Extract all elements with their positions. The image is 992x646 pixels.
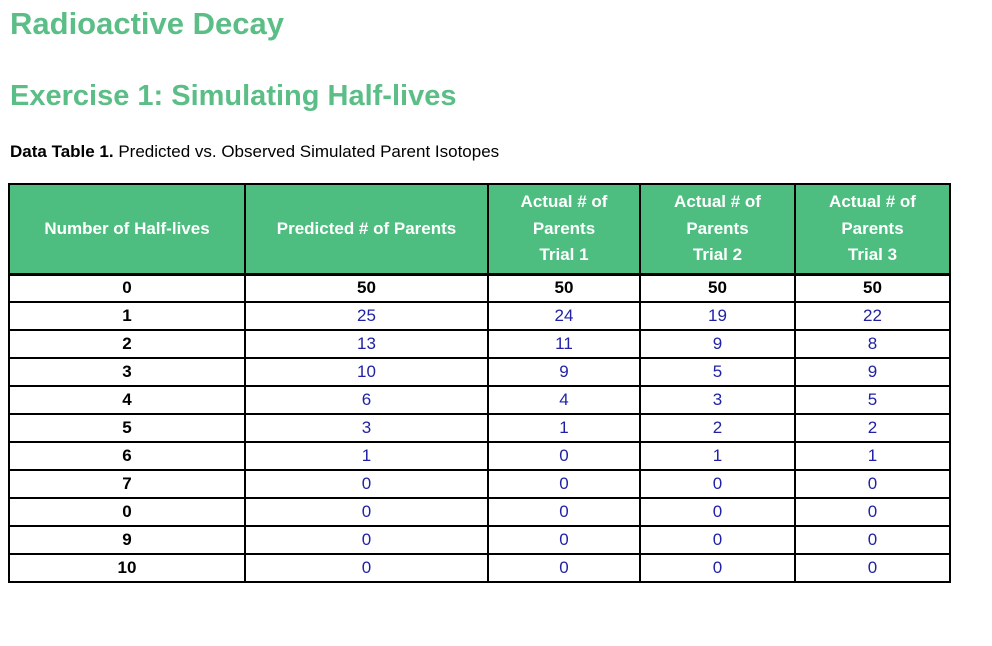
cell-trial-3: 50 (794, 273, 951, 303)
cell-trial-1: 0 (487, 469, 641, 499)
cell-trial-3: 22 (794, 301, 951, 331)
table-row: 0 50 50 50 50 (8, 273, 951, 303)
cell-trial-2: 2 (639, 413, 796, 443)
cell-trial-2: 19 (639, 301, 796, 331)
header-cell-actual-trial-2: Actual # of Parents Trial 2 (639, 183, 796, 276)
cell-trial-3: 9 (794, 357, 951, 387)
page-title: Radioactive Decay (10, 6, 284, 41)
cell-trial-3: 5 (794, 385, 951, 415)
cell-trial-3: 0 (794, 469, 951, 499)
table-row: 9 0 0 0 0 (8, 525, 951, 555)
cell-half-lives: 1 (8, 301, 246, 331)
cell-predicted: 50 (244, 273, 489, 303)
cell-trial-3: 0 (794, 525, 951, 555)
table-caption: Data Table 1. Predicted vs. Observed Sim… (10, 142, 982, 162)
table-row: 7 0 0 0 0 (8, 469, 951, 499)
cell-trial-3: 2 (794, 413, 951, 443)
cell-trial-3: 0 (794, 497, 951, 527)
cell-trial-2: 0 (639, 497, 796, 527)
cell-trial-1: 11 (487, 329, 641, 359)
cell-predicted: 25 (244, 301, 489, 331)
cell-half-lives: 10 (8, 553, 246, 583)
cell-trial-2: 1 (639, 441, 796, 471)
section-heading-exercise-1: Exercise 1: Simulating Half-lives (10, 80, 457, 112)
cell-trial-1: 0 (487, 525, 641, 555)
cell-half-lives: 3 (8, 357, 246, 387)
table-caption-label: Data Table 1. (10, 142, 114, 161)
header-cell-actual-trial-1: Actual # of Parents Trial 1 (487, 183, 641, 276)
cell-predicted: 0 (244, 469, 489, 499)
cell-trial-1: 0 (487, 441, 641, 471)
table-row: 5 3 1 2 2 (8, 413, 951, 443)
cell-trial-2: 0 (639, 469, 796, 499)
cell-predicted: 3 (244, 413, 489, 443)
cell-trial-1: 50 (487, 273, 641, 303)
header-cell-predicted-parents: Predicted # of Parents (244, 183, 489, 276)
cell-half-lives: 7 (8, 469, 246, 499)
cell-trial-2: 0 (639, 553, 796, 583)
cell-predicted: 0 (244, 553, 489, 583)
cell-trial-2: 50 (639, 273, 796, 303)
cell-half-lives: 5 (8, 413, 246, 443)
cell-predicted: 10 (244, 357, 489, 387)
table-header-row: Number of Half-lives Predicted # of Pare… (8, 183, 951, 276)
cell-predicted: 13 (244, 329, 489, 359)
cell-trial-3: 8 (794, 329, 951, 359)
table-row: 1 25 24 19 22 (8, 301, 951, 331)
document-page: Radioactive Decay Exercise 1: Simulating… (8, 6, 982, 583)
cell-trial-1: 4 (487, 385, 641, 415)
cell-trial-2: 0 (639, 525, 796, 555)
cell-trial-1: 24 (487, 301, 641, 331)
cell-predicted: 6 (244, 385, 489, 415)
cell-trial-2: 5 (639, 357, 796, 387)
cell-half-lives: 0 (8, 273, 246, 303)
cell-trial-1: 0 (487, 497, 641, 527)
cell-predicted: 0 (244, 525, 489, 555)
cell-trial-1: 1 (487, 413, 641, 443)
header-cell-half-lives: Number of Half-lives (8, 183, 246, 276)
cell-half-lives: 4 (8, 385, 246, 415)
cell-half-lives: 6 (8, 441, 246, 471)
cell-trial-1: 9 (487, 357, 641, 387)
table-row: 2 13 11 9 8 (8, 329, 951, 359)
cell-trial-1: 0 (487, 553, 641, 583)
cell-half-lives: 2 (8, 329, 246, 359)
cell-half-lives: 9 (8, 525, 246, 555)
header-cell-actual-trial-3: Actual # of Parents Trial 3 (794, 183, 951, 276)
table-row: 0 0 0 0 0 (8, 497, 951, 527)
table-row: 3 10 9 5 9 (8, 357, 951, 387)
cell-predicted: 0 (244, 497, 489, 527)
table-row: 4 6 4 3 5 (8, 385, 951, 415)
table-row: 10 0 0 0 0 (8, 553, 951, 583)
cell-trial-3: 1 (794, 441, 951, 471)
cell-half-lives: 0 (8, 497, 246, 527)
cell-trial-3: 0 (794, 553, 951, 583)
cell-trial-2: 9 (639, 329, 796, 359)
table-row: 6 1 0 1 1 (8, 441, 951, 471)
table-caption-text: Predicted vs. Observed Simulated Parent … (113, 142, 500, 161)
cell-predicted: 1 (244, 441, 489, 471)
cell-trial-2: 3 (639, 385, 796, 415)
data-table-1: Number of Half-lives Predicted # of Pare… (8, 183, 951, 583)
